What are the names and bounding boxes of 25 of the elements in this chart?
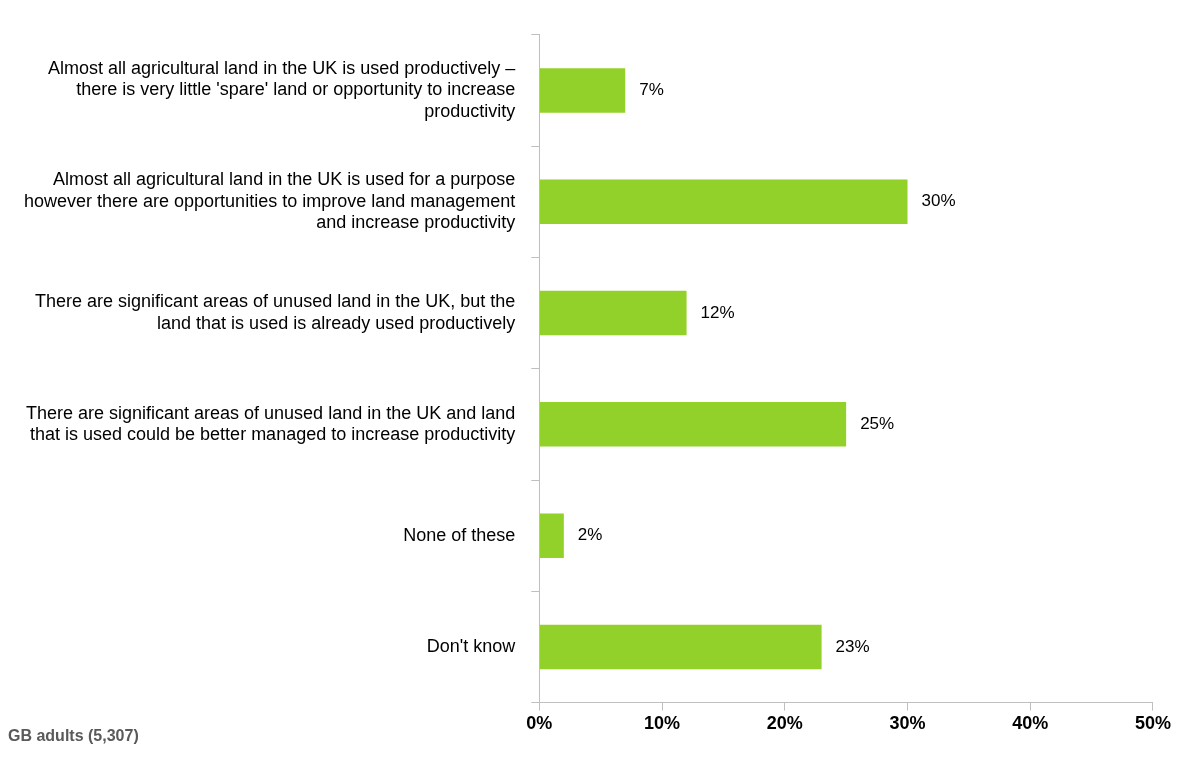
y-tick-label: Almost all agricultural land in the UK is used for a purpose however there are opportunities to improve land management and increase productivity <box>23 169 516 233</box>
x-tick-label: 10% <box>644 713 681 734</box>
x-tick-label: 40% <box>1012 713 1049 734</box>
data-label: 12% <box>700 302 735 322</box>
y-tick-label: Almost all agricultural land in the UK is used productively – there is very little 'spare' land or opportunity to increase productivity <box>48 57 516 122</box>
bar <box>539 68 626 113</box>
x-tick-label: 30% <box>889 713 926 734</box>
x-tick-label: 20% <box>766 713 803 734</box>
bar <box>539 624 822 670</box>
bar <box>539 402 847 447</box>
x-tick-label: 0% <box>526 713 553 734</box>
data-label: 23% <box>835 636 870 656</box>
x-tick-label: 50% <box>1134 713 1171 734</box>
text: GB adults (5,307) <box>8 727 139 745</box>
y-tick-label: There are significant areas of unused land in the UK, but the land that is used is already used productively <box>34 291 516 333</box>
data-label: 2% <box>577 525 603 545</box>
bar <box>539 513 564 558</box>
data-label: 7% <box>639 80 664 100</box>
y-tick-label: Don't know <box>426 635 517 656</box>
bar <box>539 179 908 225</box>
data-label: 30% <box>921 191 956 211</box>
data-label: 25% <box>860 414 895 434</box>
bar <box>539 290 687 336</box>
y-tick-label: None of these <box>403 524 516 545</box>
y-tick-label: There are significant areas of unused land in the UK and land that is used could be better managed to increase productivity <box>25 402 516 445</box>
